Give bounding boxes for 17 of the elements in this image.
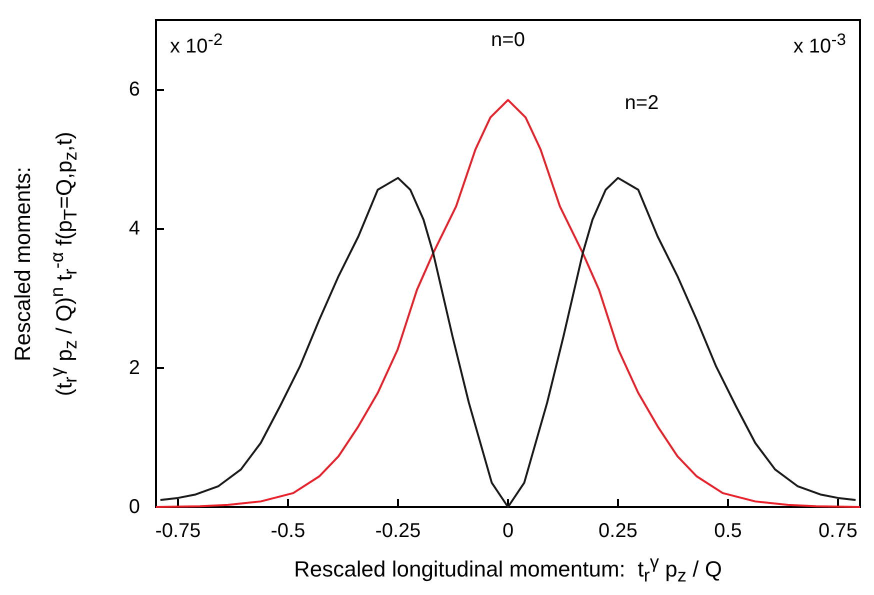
x-tick-label: 0 [502, 520, 514, 542]
x-axis-title: Rescaled longitudinal momentum: t$_{r}$$^{γ}$ p$_{z}$ / Q [293, 551, 723, 587]
annotation: n=0 [491, 28, 525, 52]
y-tick-label: 4 [128, 218, 140, 240]
x-tick-label: 0.75 [818, 520, 858, 542]
annotation: x 10$^{-3}$ [793, 29, 846, 59]
y-tick-label: 2 [128, 356, 140, 379]
x-tick-label: -0.5 [270, 520, 306, 542]
x-tick-label: -0.25 [375, 520, 421, 542]
x-tick-label: 0.25 [598, 520, 638, 542]
y-tick-label: 0 [128, 496, 140, 518]
y-tick-label: 6 [128, 78, 140, 101]
annotation: x 10$^{-2}$ [170, 29, 223, 59]
annotation: n=2 [624, 90, 659, 115]
line-series [159, 176, 857, 508]
x-tick-label: 0.5 [714, 520, 742, 542]
x-tick-label: -0.75 [155, 520, 201, 542]
